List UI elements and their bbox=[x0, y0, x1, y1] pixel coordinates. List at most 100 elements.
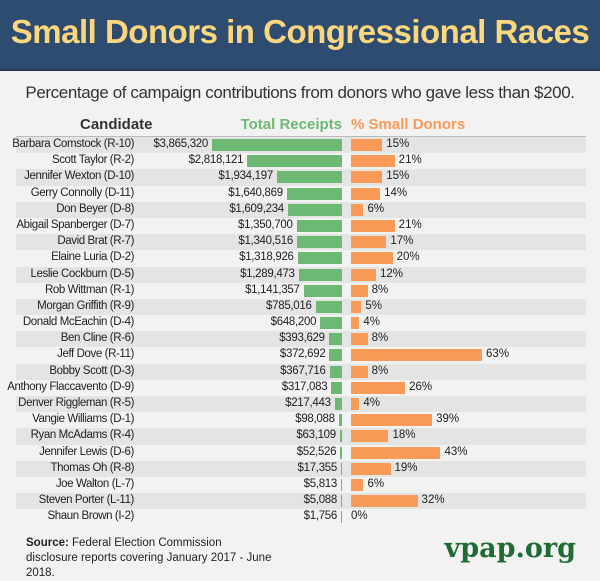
candidate-name: Donald McEachin (D-4) bbox=[22, 316, 135, 329]
small-donor-label: 32% bbox=[421, 494, 445, 507]
small-donor-bar bbox=[351, 333, 368, 346]
candidate-name: Jeff Dove (R-11) bbox=[57, 348, 134, 361]
table-row: Bobby Scott (D-3) $367,716 8% bbox=[16, 363, 586, 380]
receipts-label: $785,016 bbox=[266, 299, 312, 312]
table-row: Jennifer Wexton (D-10) $1,934,197 15% bbox=[16, 169, 586, 186]
small-donor-label: 8% bbox=[371, 283, 389, 296]
table-row: Ben Cline (R-6) $393,629 8% bbox=[16, 331, 586, 348]
receipts-bar bbox=[296, 219, 342, 232]
small-donor-label: 43% bbox=[444, 445, 468, 458]
receipts-bar bbox=[320, 317, 342, 330]
receipts-bar bbox=[212, 139, 342, 151]
candidate-name: Leslie Cockburn (D-5) bbox=[30, 267, 135, 280]
small-donor-bar bbox=[351, 381, 406, 394]
receipts-label: $52,526 bbox=[296, 445, 337, 458]
small-donor-label: 0% bbox=[351, 510, 368, 523]
table-row: Jennifer Lewis (D-6) $52,526 43% bbox=[16, 445, 586, 461]
candidate-name: Barbara Comstock (R-10) bbox=[12, 138, 134, 150]
candidate-name: Jennifer Wexton (D-10) bbox=[24, 170, 134, 183]
receipts-bar bbox=[341, 495, 342, 508]
receipts-label: $1,318,926 bbox=[239, 251, 294, 264]
candidate-name: Joe Walton (L-7) bbox=[55, 477, 135, 490]
receipts-label: $1,289,473 bbox=[240, 267, 295, 280]
small-donor-bar bbox=[351, 155, 395, 168]
small-donor-bar bbox=[351, 268, 376, 281]
candidate-name: Anthony Flaccavento (D-9) bbox=[7, 380, 134, 393]
receipts-bar bbox=[298, 268, 342, 281]
receipts-label: $372,692 bbox=[279, 348, 326, 361]
receipts-bar bbox=[339, 430, 342, 443]
candidate-name: Thomas Oh (R-8) bbox=[50, 461, 135, 474]
candidate-name: Ben Cline (R-6) bbox=[60, 332, 135, 345]
small-donor-label: 6% bbox=[367, 202, 385, 215]
table-row: Ryan McAdams (R-4) $63,109 18% bbox=[16, 428, 586, 445]
receipts-label: $5,813 bbox=[303, 477, 338, 490]
small-donor-label: 17% bbox=[390, 235, 414, 248]
chart-subtitle: Percentage of campaign contributions fro… bbox=[25, 83, 575, 102]
small-donor-bar bbox=[351, 300, 362, 313]
receipts-bar bbox=[328, 333, 342, 346]
receipts-bar bbox=[329, 365, 342, 378]
small-donor-label: 39% bbox=[436, 413, 460, 426]
small-donor-bar bbox=[351, 203, 364, 216]
column-header-receipts: Total Receipts bbox=[240, 116, 342, 133]
title-banner: Small Donors in Congressional Races bbox=[0, 0, 600, 71]
receipts-bar bbox=[341, 462, 342, 475]
candidate-name: Elaine Luria (D-2) bbox=[51, 251, 134, 264]
candidate-name: David Brat (R-7) bbox=[57, 235, 134, 248]
small-donor-label: 15% bbox=[386, 170, 410, 183]
small-donor-label: 19% bbox=[394, 461, 418, 474]
chart-title: Small Donors in Congressional Races bbox=[10, 13, 590, 50]
receipts-bar bbox=[286, 187, 342, 200]
receipts-label: $3,865,320 bbox=[153, 138, 208, 150]
small-donor-bar bbox=[351, 398, 360, 410]
small-donor-label: 21% bbox=[398, 218, 422, 231]
small-donor-label: 4% bbox=[363, 397, 380, 409]
candidate-name: Denver Riggleman (R-5) bbox=[18, 397, 134, 409]
small-donor-bar bbox=[351, 365, 368, 378]
receipts-label: $1,640,869 bbox=[228, 186, 283, 199]
table-row: Scott Taylor (R-2) $2,818,121 21% bbox=[16, 153, 586, 169]
table-row: David Brat (R-7) $1,340,516 17% bbox=[16, 234, 586, 251]
small-donor-label: 63% bbox=[486, 348, 510, 361]
table-row: Shaun Brown (I-2) $1,756 0% bbox=[16, 509, 586, 525]
receipts-label: $367,716 bbox=[280, 364, 326, 377]
small-donor-label: 8% bbox=[371, 332, 389, 345]
receipts-bar bbox=[247, 155, 342, 168]
small-donor-bar bbox=[351, 219, 395, 232]
receipts-bar bbox=[341, 478, 342, 491]
table-row: Denver Riggleman (R-5) $217,443 4% bbox=[16, 396, 586, 413]
small-donor-label: 12% bbox=[379, 267, 403, 280]
receipts-label: $1,934,197 bbox=[218, 170, 273, 183]
small-donor-bar bbox=[351, 187, 381, 200]
small-donor-bar bbox=[351, 430, 389, 443]
table-row: Rob Wittman (R-1) $1,141,357 8% bbox=[16, 283, 586, 299]
table-row: Joe Walton (L-7) $5,813 6% bbox=[16, 477, 586, 493]
small-donor-label: 26% bbox=[409, 380, 433, 393]
table-row: Jeff Dove (R-11) $372,692 63% bbox=[16, 347, 586, 363]
candidate-name: Rob Wittman (R-1) bbox=[44, 283, 134, 296]
source-label: Source: bbox=[26, 537, 69, 549]
table-row: Anthony Flaccavento (D-9) $317,083 26% bbox=[7, 380, 586, 396]
table-row: Elaine Luria (D-2) $1,318,926 20% bbox=[16, 250, 586, 266]
receipts-label: $63,109 bbox=[296, 429, 336, 442]
receipts-label: $1,350,700 bbox=[238, 218, 293, 231]
table-row: Gerry Connolly (D-11) $1,640,869 14% bbox=[16, 186, 586, 202]
candidate-name: Gerry Connolly (D-11) bbox=[30, 186, 135, 199]
receipts-bar bbox=[276, 171, 342, 184]
small-donor-bar bbox=[351, 252, 393, 265]
candidate-name: Scott Taylor (R-2) bbox=[51, 154, 134, 167]
small-donor-label: 14% bbox=[384, 186, 408, 199]
small-donor-bar bbox=[351, 139, 383, 151]
receipts-bar bbox=[303, 284, 342, 297]
receipts-label: $5,088 bbox=[303, 494, 338, 507]
receipts-label: $1,756 bbox=[303, 510, 338, 523]
candidate-name: Ryan McAdams (R-4) bbox=[30, 429, 135, 442]
receipts-label: $1,609,234 bbox=[229, 202, 284, 215]
receipts-label: $1,141,357 bbox=[245, 283, 300, 296]
small-donor-bar bbox=[351, 349, 483, 362]
column-header-small-donors: % Small Donors bbox=[351, 116, 466, 133]
candidate-name: Jennifer Lewis (D-6) bbox=[39, 445, 134, 458]
small-donor-bar bbox=[351, 462, 391, 475]
receipts-label: $98,088 bbox=[295, 413, 335, 426]
